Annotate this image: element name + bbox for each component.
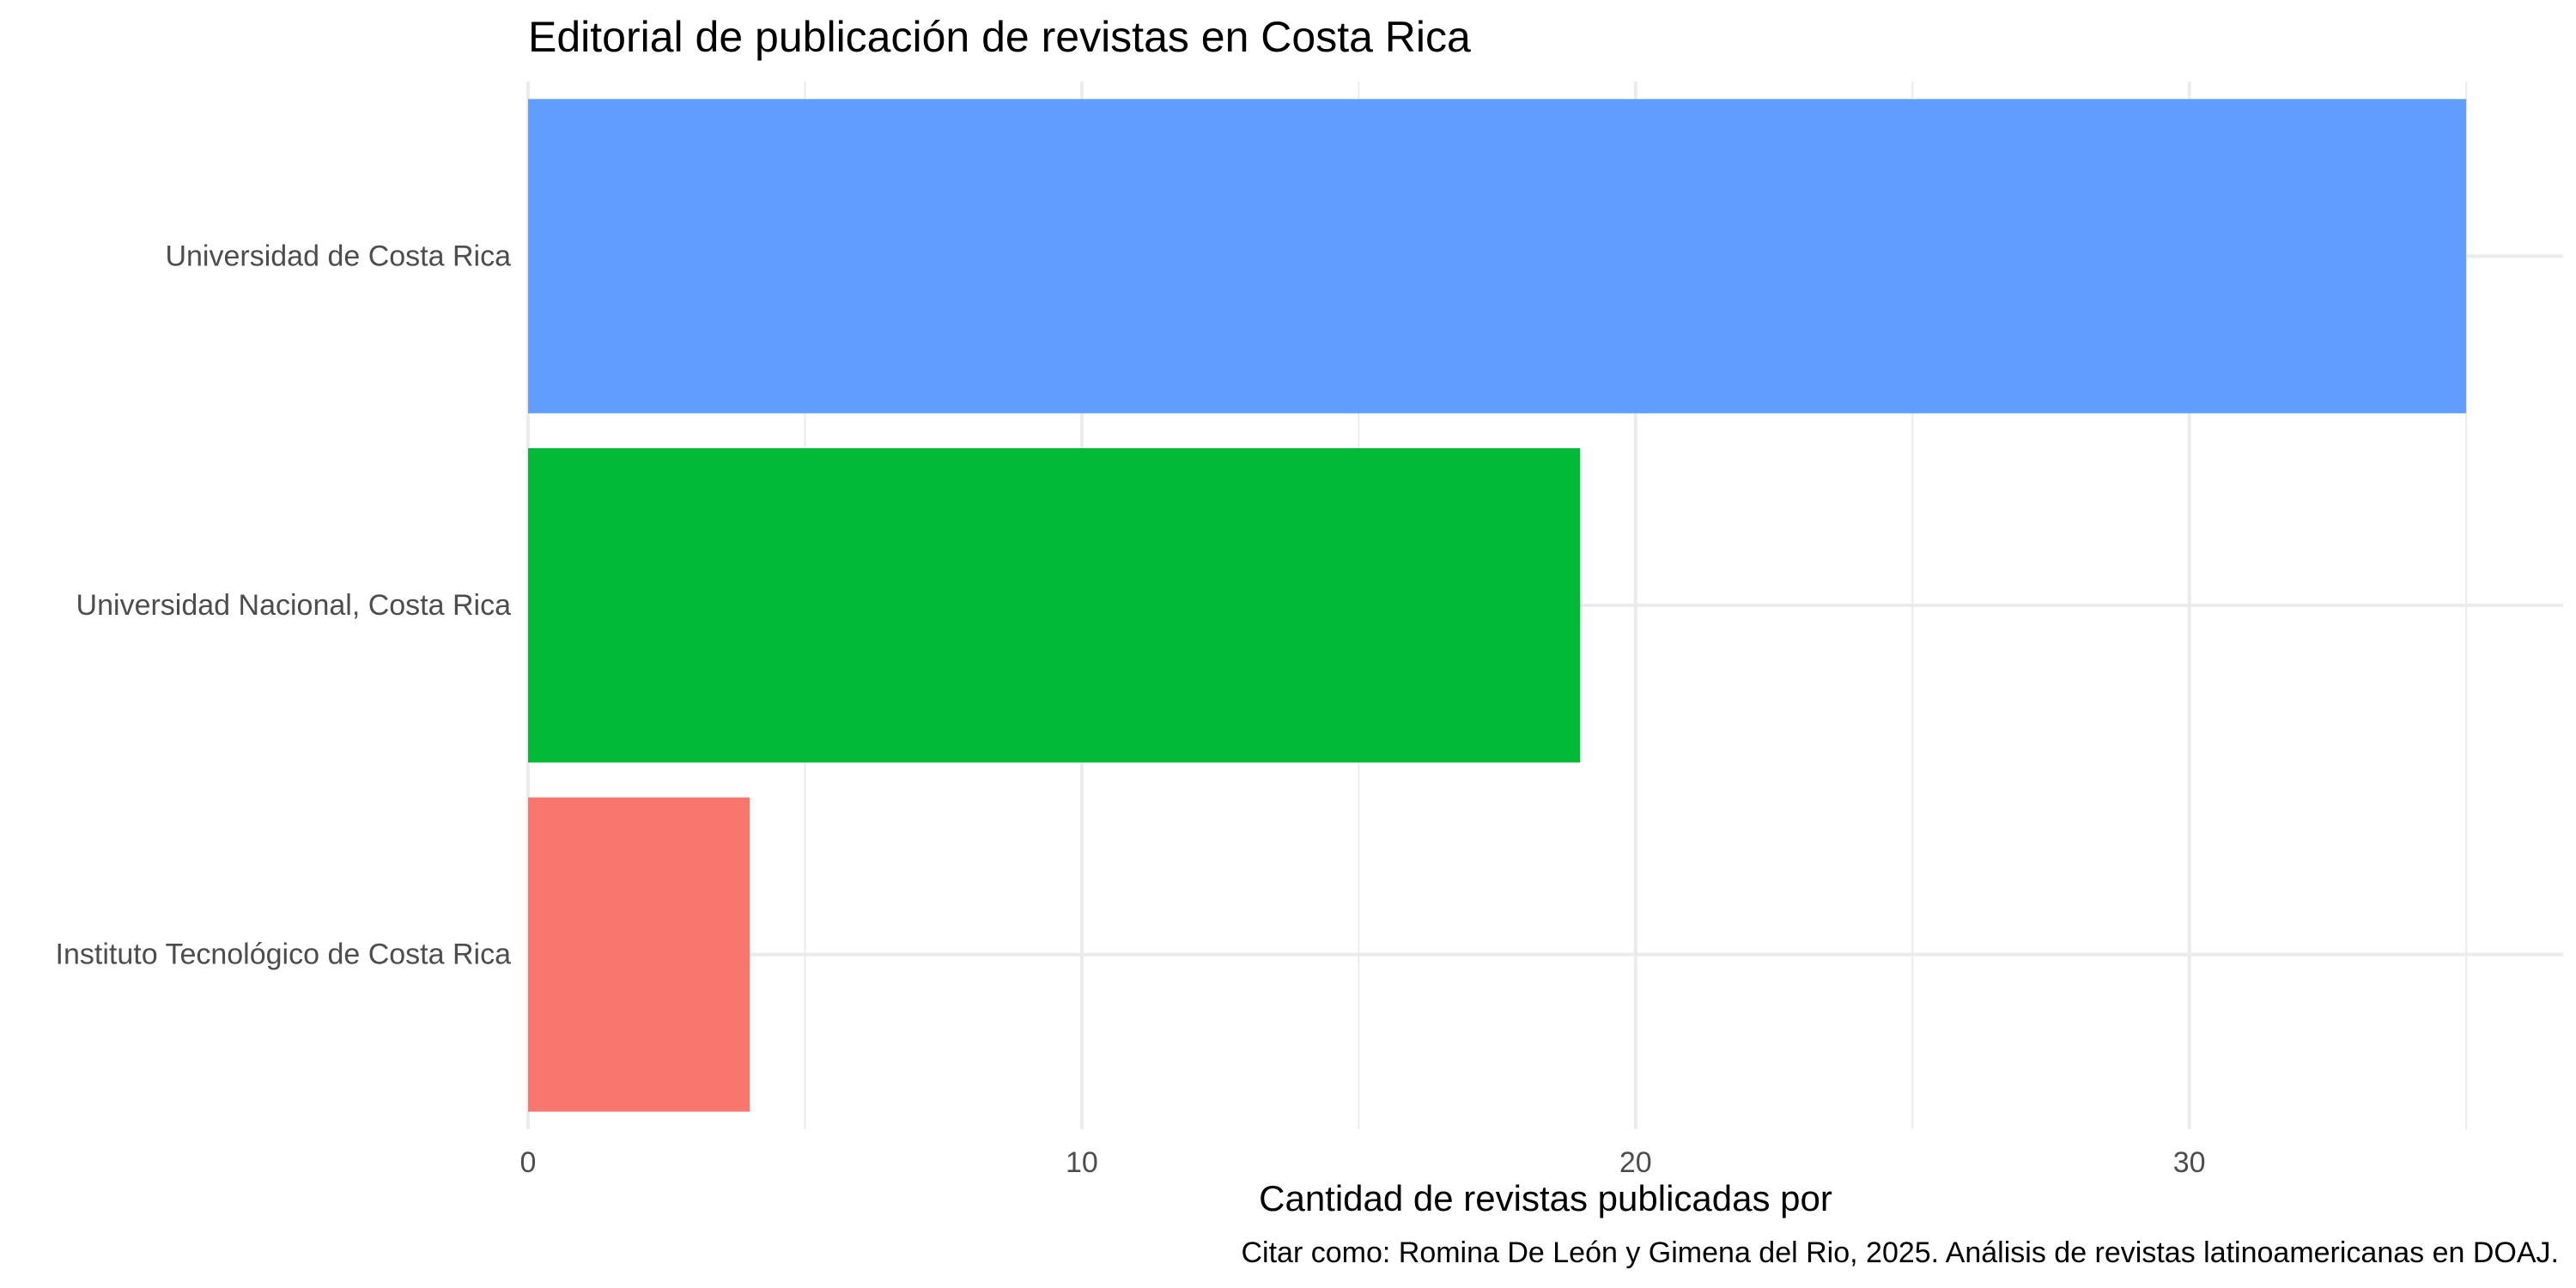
bar-2 [528, 448, 1581, 762]
bar-1 [528, 99, 2467, 414]
y-tick-label: Instituto Tecnológico de Costa Rica [56, 939, 512, 971]
x-tick-label: 20 [1619, 1146, 1652, 1179]
bar-3 [528, 797, 750, 1112]
bar-layer [528, 99, 2467, 1112]
x-axis-tick-labels: 0 10 20 30 [520, 1146, 2206, 1179]
y-tick-label: Universidad de Costa Rica [165, 240, 511, 272]
chart-title: Editorial de publicación de revistas en … [528, 13, 1471, 61]
x-tick-label: 0 [520, 1146, 537, 1179]
x-axis-label: Cantidad de revistas publicadas por [1259, 1178, 1832, 1218]
x-tick-label: 10 [1066, 1146, 1098, 1179]
x-tick-label: 30 [2173, 1146, 2206, 1179]
y-tick-label: Universidad Nacional, Costa Rica [76, 589, 512, 622]
chart-caption: Citar como: Romina De León y Gimena del … [1242, 1236, 2560, 1269]
y-axis-tick-labels: Universidad de Costa Rica Universidad Nac… [56, 240, 512, 970]
